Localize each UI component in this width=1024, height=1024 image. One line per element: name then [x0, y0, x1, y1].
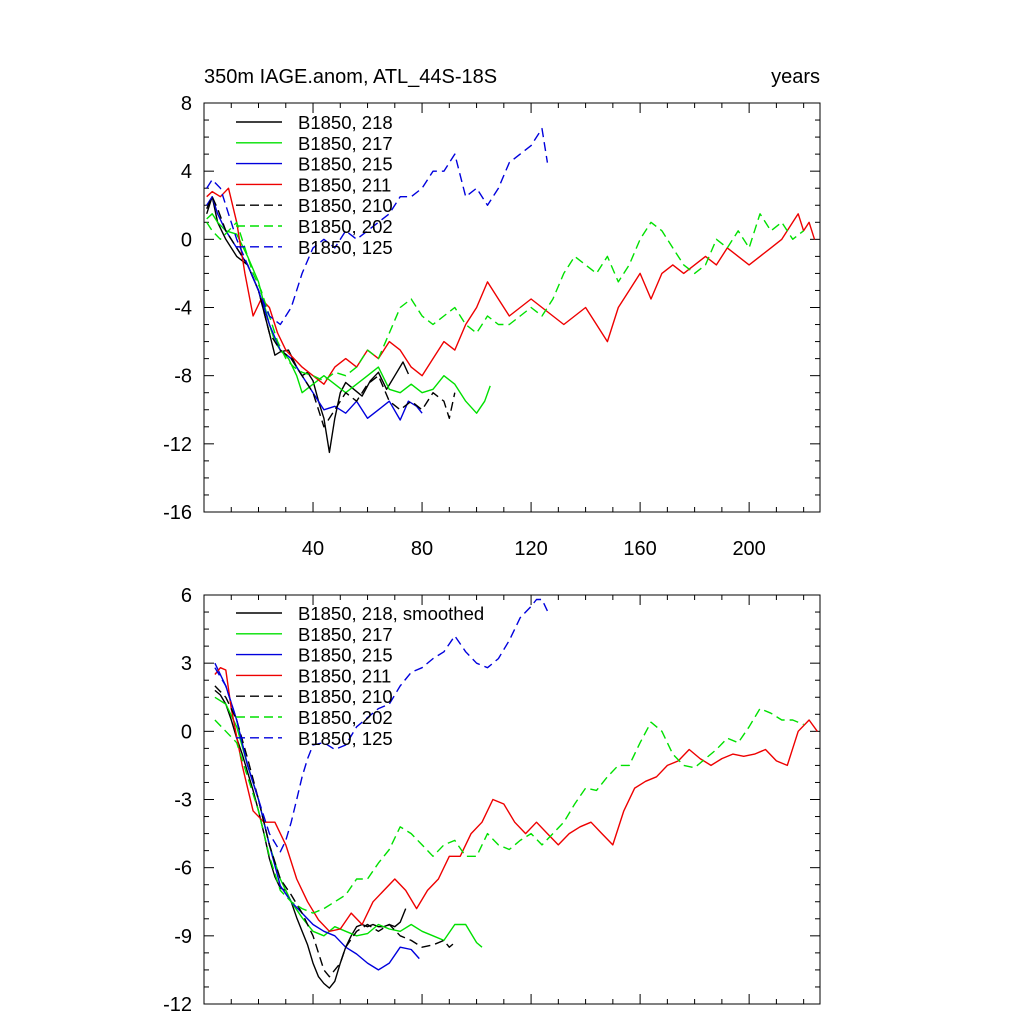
legend-label: B1850, 202: [298, 707, 393, 728]
bottom-plot-frame: [203, 594, 821, 1005]
bottom-series: [214, 598, 818, 989]
bottom-ticks: -12 -9 -6 -3 0 3 6: [163, 585, 820, 1016]
legend-label: B1850, 217: [298, 133, 393, 154]
legend-label: B1850, 210: [298, 195, 393, 216]
legend-label: B1850, 218, smoothed: [298, 603, 484, 624]
legend-label: B1850, 125: [298, 237, 393, 258]
series-line: [206, 213, 805, 382]
series-line: [206, 213, 491, 414]
y-tick-label: -9: [174, 926, 192, 948]
top-right-title: years: [771, 66, 820, 88]
series-line: [206, 187, 816, 385]
legend-label: B1850, 211: [298, 174, 391, 195]
legend-label: B1850, 215: [298, 645, 393, 666]
y-tick-label: -12: [163, 434, 192, 456]
series-line: [214, 662, 420, 971]
legend-label: B1850, 217: [298, 624, 393, 645]
legend-label: B1850, 125: [298, 728, 393, 749]
y-tick-label: -3: [174, 790, 192, 812]
y-tick-label: 0: [181, 229, 192, 251]
top-panel: 350m IAGE.anom, ATL_44S-18S years -16 -12…: [163, 66, 821, 560]
top-series: [206, 127, 816, 454]
x-tick-label: 200: [732, 538, 765, 560]
y-tick-label: 8: [181, 93, 192, 115]
y-tick-label: 0: [181, 721, 192, 743]
legend-label: B1850, 218: [298, 112, 393, 133]
y-tick-label: 6: [181, 585, 192, 607]
series-line: [206, 195, 410, 454]
y-tick-label: -4: [174, 298, 192, 320]
x-tick-label: 80: [411, 538, 433, 560]
y-tick-label: -6: [174, 858, 192, 880]
legend-label: B1850, 211: [298, 665, 391, 686]
x-tick-label: 160: [623, 538, 656, 560]
legend-label: B1850, 210: [298, 686, 393, 707]
y-tick-label: -16: [163, 502, 192, 524]
y-tick-label: -12: [163, 994, 192, 1016]
legend-label: B1850, 202: [298, 216, 393, 237]
top-plot-frame: [203, 102, 821, 513]
legend-label: B1850, 215: [298, 154, 393, 175]
series-line: [206, 127, 549, 326]
series-line: [214, 667, 818, 932]
x-tick-label: 120: [514, 538, 547, 560]
series-line: [214, 598, 549, 853]
series-line: [214, 707, 804, 914]
top-title: 350m IAGE.anom, ATL_44S-18S: [204, 66, 497, 88]
top-ticks: -16 -12 -8 -4 0 4 8 40 80 120 160 200: [163, 93, 820, 560]
x-tick-label: 40: [302, 538, 324, 560]
y-tick-label: 4: [181, 161, 192, 183]
series-line: [214, 689, 407, 989]
y-tick-label: 3: [181, 653, 192, 675]
series-line: [206, 195, 456, 428]
y-tick-label: -8: [174, 366, 192, 388]
